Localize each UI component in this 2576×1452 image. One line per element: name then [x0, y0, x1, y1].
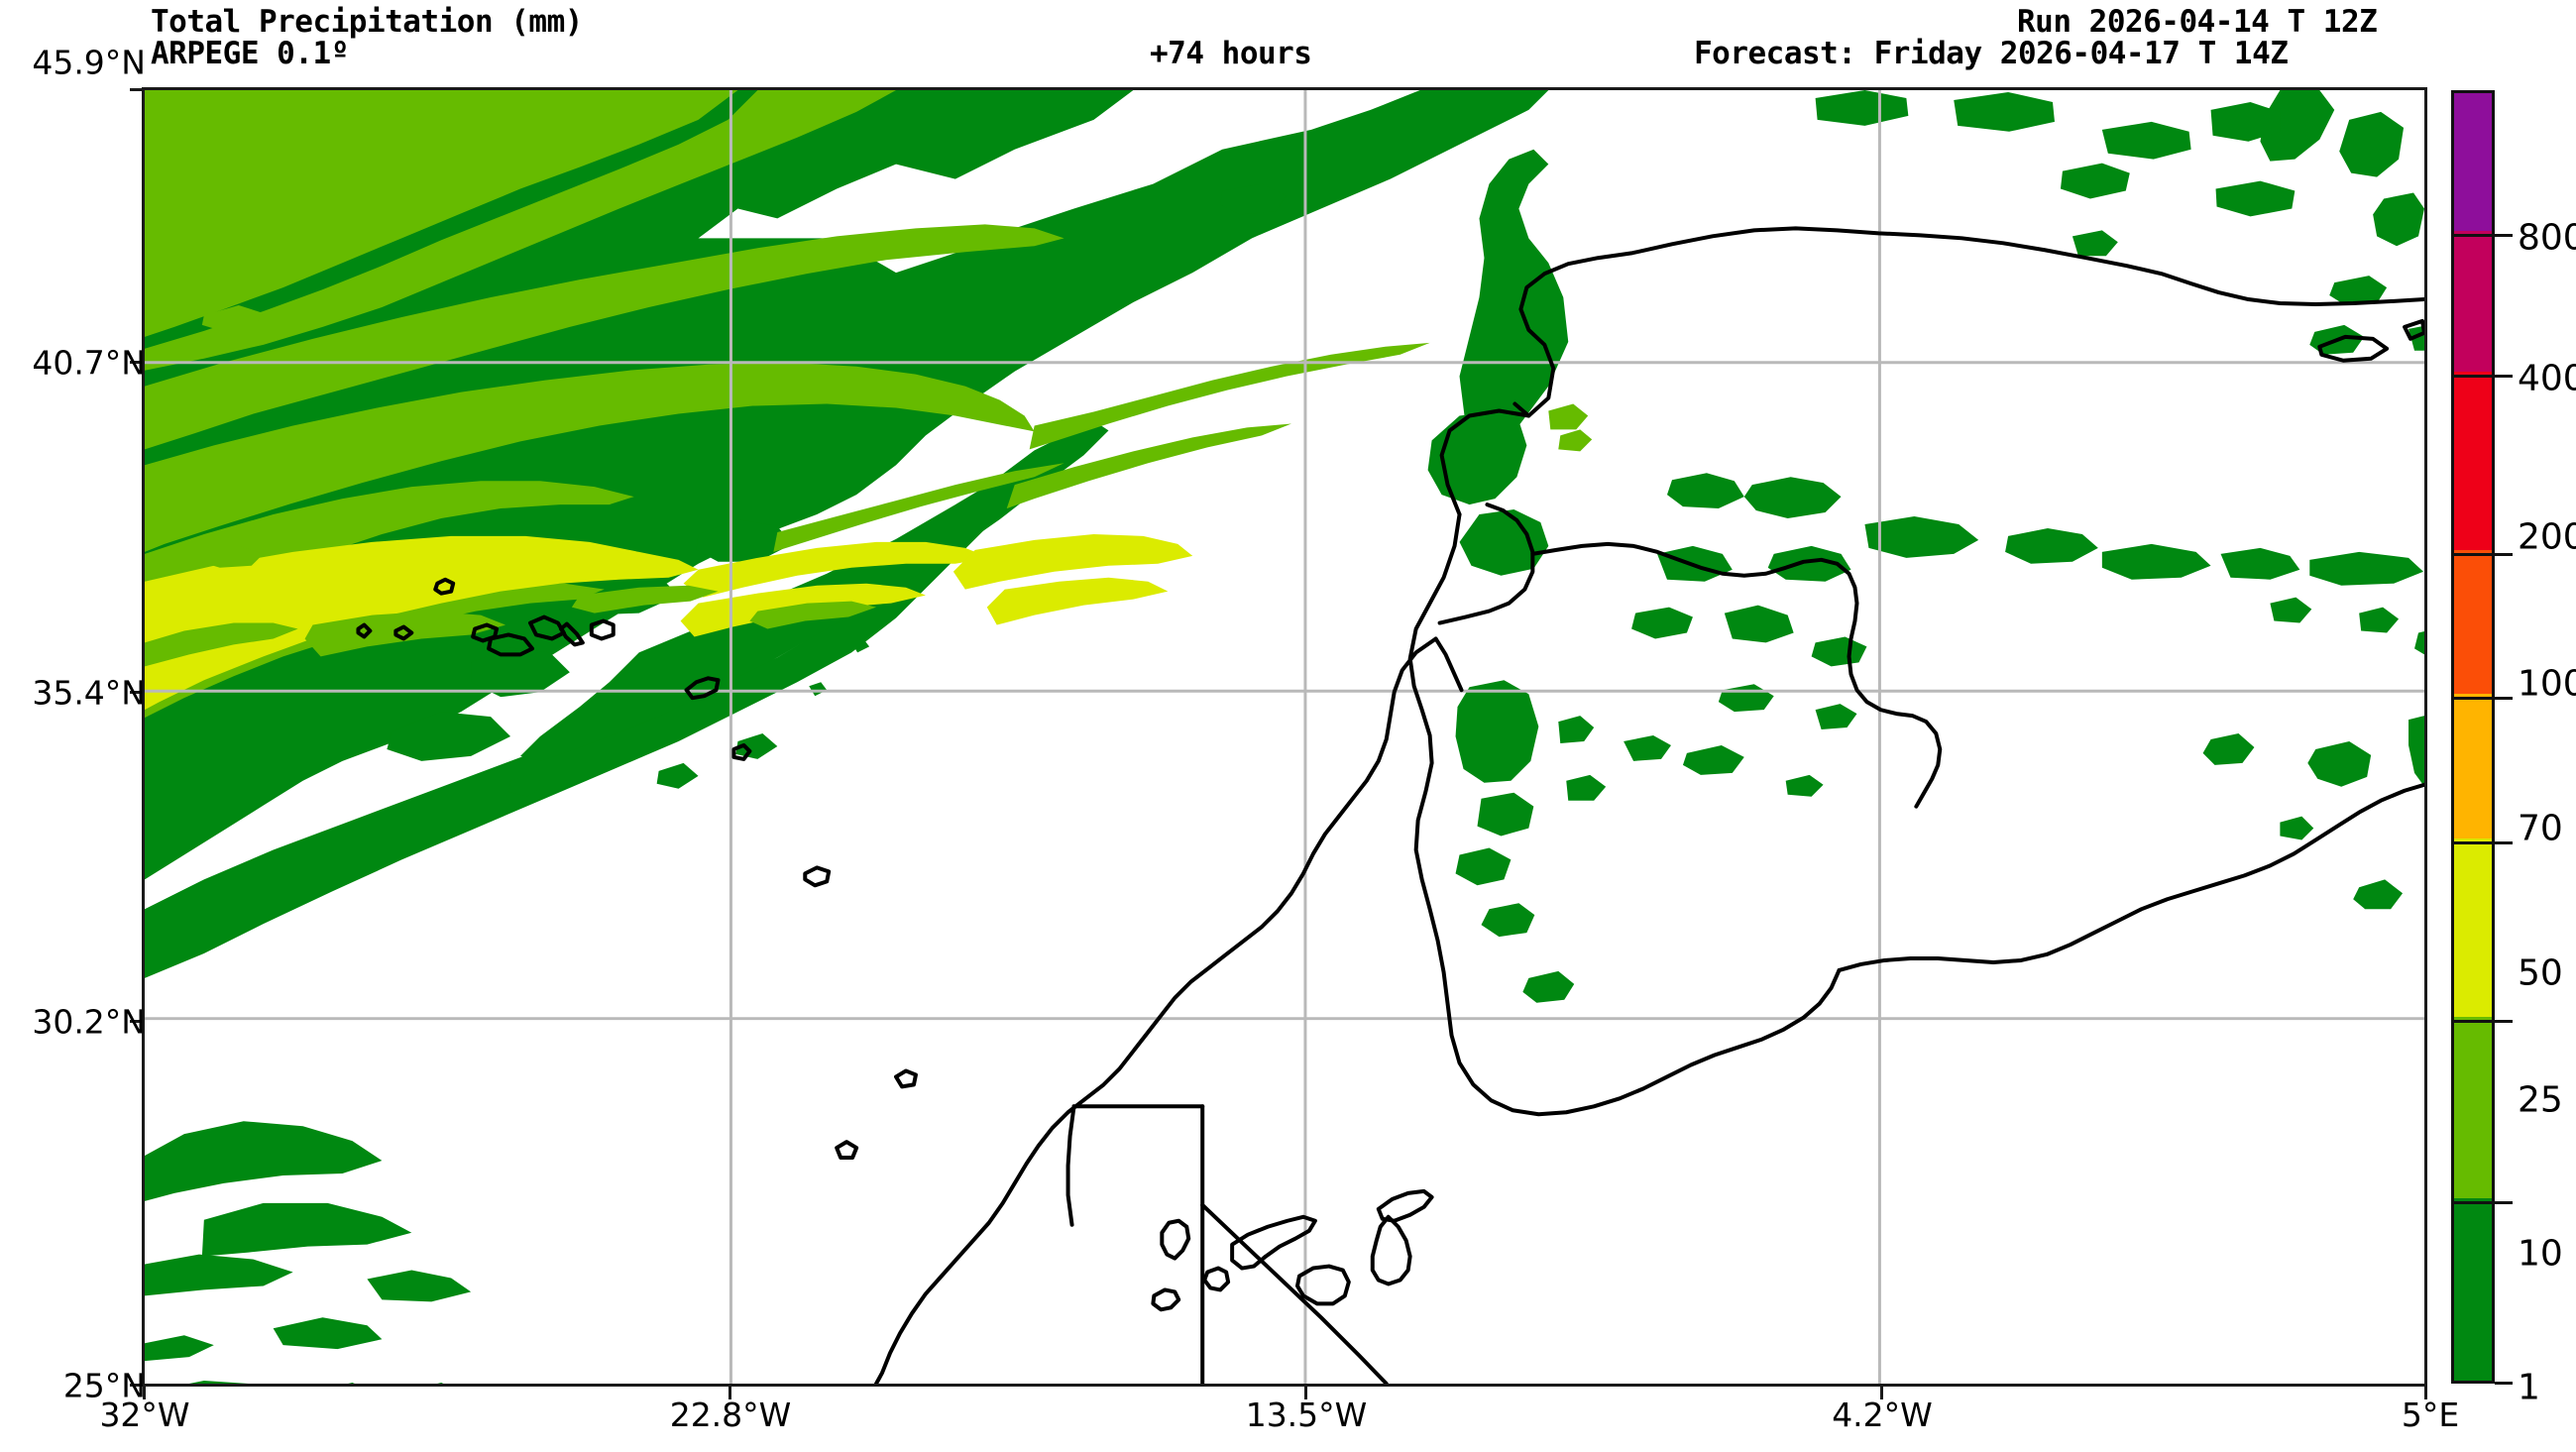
- colorbar-label-25: 25: [2518, 1079, 2563, 1121]
- colorbar-label-400: 400: [2518, 358, 2576, 399]
- y-tick: [130, 691, 144, 694]
- colorbar-seam: [2451, 234, 2495, 237]
- colorbar-seam: [2451, 1020, 2495, 1023]
- y-axis-label-1: 45.9°N: [32, 43, 146, 82]
- y-axis-label-2: 40.7°N: [32, 343, 146, 383]
- precip-band-25-50: [145, 533, 1193, 711]
- colorbar-seam: [2451, 553, 2495, 556]
- y-axis-label-3: 35.4°N: [32, 673, 146, 713]
- model-label: ARPEGE 0.1º: [151, 36, 349, 71]
- lead-time-label: +74 hours: [1150, 36, 1312, 71]
- forecast-time-label: Forecast: Friday 2026-04-17 T 14Z: [1694, 36, 2289, 71]
- coastlines: [356, 226, 2424, 1384]
- colorbar-label-50: 50: [2518, 952, 2563, 994]
- colorbar-tick: [2495, 1020, 2513, 1023]
- colorbar-seam: [2451, 697, 2495, 700]
- colorbar-label-10: 10: [2518, 1233, 2563, 1275]
- y-axis-label-4: 30.2°N: [32, 1002, 146, 1042]
- colorbar-tick: [2495, 375, 2513, 378]
- precipitation-shading: [145, 90, 2424, 1384]
- x-tick: [1304, 1387, 1307, 1399]
- colorbar-band-25-50: [2454, 838, 2492, 1017]
- x-tick: [2424, 1387, 2427, 1399]
- y-tick: [130, 1020, 144, 1023]
- colorbar-tick: [2495, 1382, 2513, 1385]
- colorbar-band-1-10: [2454, 1198, 2492, 1381]
- x-tick: [1880, 1387, 1883, 1399]
- x-tick: [143, 1387, 146, 1399]
- run-time-label: Run 2026-04-14 T 12Z: [2017, 4, 2378, 40]
- colorbar-band-50-70: [2454, 694, 2492, 838]
- colorbar-band-70-100: [2454, 550, 2492, 694]
- colorbar-tick: [2495, 697, 2513, 700]
- x-tick: [728, 1387, 731, 1399]
- colorbar-label-200: 200: [2518, 516, 2576, 558]
- y-tick: [130, 361, 144, 364]
- colorbar-band-200-400: [2454, 231, 2492, 372]
- colorbar-label-100: 100: [2518, 663, 2576, 705]
- y-tick: [130, 88, 144, 91]
- precip-band-1-10: [145, 90, 2424, 1384]
- colorbar-tick: [2495, 553, 2513, 556]
- colorbar-band-400-800: [2454, 93, 2492, 231]
- x-axis-label-1: 32°W: [99, 1396, 190, 1434]
- y-tick: [130, 1384, 144, 1387]
- colorbar-seam: [2451, 1201, 2495, 1204]
- colorbar-band-10-25: [2454, 1017, 2492, 1198]
- colorbar-tick: [2495, 1201, 2513, 1204]
- page-title: Total Precipitation (mm): [151, 4, 583, 40]
- x-axis-label-2: 22.8°W: [669, 1396, 792, 1434]
- colorbar-seam: [2451, 375, 2495, 378]
- colorbar-label-800: 800: [2518, 217, 2576, 259]
- x-axis-label-5: 5°E: [2401, 1396, 2460, 1434]
- colorbar[interactable]: [2451, 90, 2495, 1384]
- y-axis-label-5: 25°N: [62, 1366, 146, 1405]
- colorbar-seam: [2451, 841, 2495, 844]
- colorbar-label-1: 1: [2518, 1367, 2540, 1408]
- graticule-gridlines: [145, 90, 2424, 1384]
- colorbar-band-100-200: [2454, 372, 2492, 550]
- map-canvas[interactable]: [142, 87, 2427, 1387]
- colorbar-tick: [2495, 841, 2513, 844]
- x-axis-label-4: 4.2°W: [1832, 1396, 1933, 1434]
- colorbar-label-70: 70: [2518, 808, 2563, 849]
- map-svg: [145, 90, 2424, 1384]
- colorbar-tick: [2495, 234, 2513, 237]
- x-axis-label-3: 13.5°W: [1245, 1396, 1368, 1434]
